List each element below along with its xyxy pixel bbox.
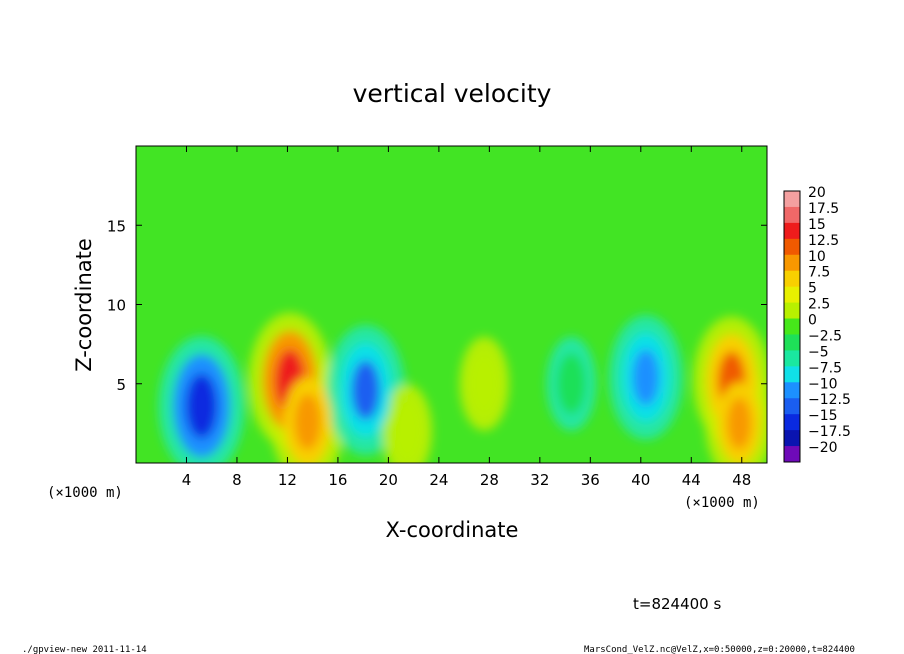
colorbar-frame — [783, 190, 801, 463]
colorbar-swatch — [784, 222, 800, 240]
colorbar-swatch — [784, 318, 800, 335]
heatmap-core — [632, 349, 660, 406]
colorbar-tick-label: 5 — [808, 281, 817, 297]
x-tick-label: 32 — [530, 471, 549, 489]
y-tick-label: 10 — [107, 297, 126, 315]
colorbar-swatch — [784, 382, 800, 399]
colorbar-tick-label: 20 — [808, 185, 826, 201]
colorbar-swatch — [784, 254, 800, 272]
colorbar-swatch — [784, 334, 800, 351]
colorbar-tick-label: 2.5 — [808, 297, 830, 313]
colorbar-swatch — [784, 350, 800, 367]
colorbar-tick-label: −5 — [808, 344, 829, 360]
colorbar-swatch — [784, 238, 800, 256]
heatmap-core — [294, 393, 321, 450]
colorbar-tick-label: −7.5 — [808, 360, 842, 376]
colorbar-tick-label: −20 — [808, 440, 838, 456]
colorbar-tick-label: 17.5 — [808, 201, 839, 217]
x-axis: 4 8 12 16 20 24 28 32 36 40 44 48 — [182, 146, 751, 489]
x-tick-label: 12 — [278, 471, 297, 489]
x-unit-right: (×1000 m) — [684, 495, 760, 511]
colorbar-swatch — [784, 430, 800, 447]
x-tick-label: 40 — [631, 471, 650, 489]
colorbar-swatch — [784, 286, 800, 304]
colorbar-tick-label: −2.5 — [808, 328, 842, 344]
heatmap-core — [185, 373, 218, 439]
colorbar-swatch — [784, 446, 800, 463]
time-label: t=824400 s — [633, 595, 721, 613]
colorbar-swatch — [784, 366, 800, 383]
colorbar-tick-label: 0 — [808, 313, 817, 329]
x-tick-label: 24 — [429, 471, 448, 489]
x-tick-label: 48 — [732, 471, 751, 489]
colorbar-swatch — [784, 206, 800, 224]
x-tick-label: 16 — [328, 471, 347, 489]
x-tick-label: 36 — [581, 471, 600, 489]
colorbar-tick-label: −15 — [808, 408, 838, 424]
colorbar-swatch — [784, 414, 800, 431]
heatmap-core — [351, 360, 380, 420]
colorbar-tick-label: −17.5 — [808, 424, 851, 440]
colorbar-tick-label: 7.5 — [808, 265, 830, 281]
y-axis-label: Z-coordinate — [72, 238, 96, 372]
colorbar-swatch — [784, 302, 800, 320]
colorbar-tick-label: 12.5 — [808, 233, 839, 249]
y-axis: 5 10 15 — [107, 217, 767, 394]
heatmap-field — [158, 312, 767, 463]
heatmap-area — [136, 146, 767, 463]
x-tick-label: 20 — [379, 471, 398, 489]
heatmap-core — [476, 364, 493, 403]
heatmap-core — [727, 397, 752, 450]
x-tick-label: 44 — [682, 471, 701, 489]
colorbar-tick-label: −12.5 — [808, 392, 851, 408]
x-unit-left: (×1000 m) — [47, 485, 123, 501]
colorbar-swatch — [784, 191, 800, 208]
colorbar-tick-label: 15 — [808, 217, 826, 233]
colorbar-tick-label: −10 — [808, 376, 838, 392]
x-axis-label: X-coordinate — [386, 518, 519, 542]
footer-right: MarsCond_VelZ.nc@VelZ,x=0:50000,z=0:2000… — [584, 645, 855, 654]
x-tick-label: 4 — [182, 471, 192, 489]
x-tick-label: 8 — [232, 471, 242, 489]
heatmap-core — [563, 364, 580, 403]
colorbar-swatch — [784, 270, 800, 288]
x-tick-label: 28 — [480, 471, 499, 489]
colorbar: 2017.51512.5107.552.50−2.5−5−7.5−10−12.5… — [783, 185, 851, 463]
heatmap-core — [399, 412, 416, 451]
chart-title: vertical velocity — [353, 79, 552, 108]
y-tick-label: 15 — [107, 217, 126, 235]
footer-left: ./gpview-new 2011-11-14 — [22, 645, 147, 654]
colorbar-tick-label: 10 — [808, 249, 826, 265]
colorbar-swatch — [784, 398, 800, 415]
y-tick-label: 5 — [116, 376, 126, 394]
